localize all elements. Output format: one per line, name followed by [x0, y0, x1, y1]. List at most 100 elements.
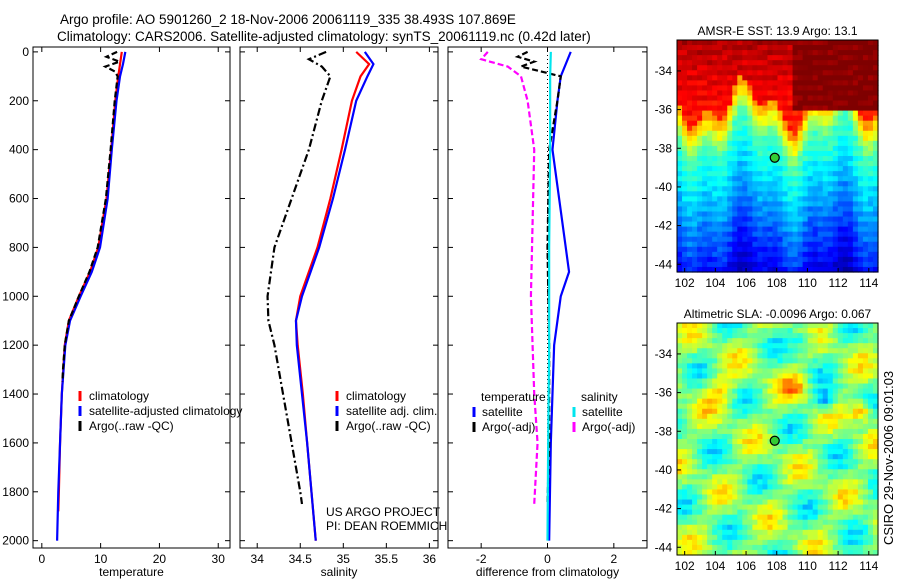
map-cell [872, 156, 879, 162]
map-cell [727, 80, 733, 86]
map-cell [687, 115, 693, 122]
map-cell [682, 95, 688, 102]
map-cell [782, 65, 789, 71]
map-cell [872, 45, 879, 51]
map-cell [812, 383, 819, 390]
map-cell [872, 201, 879, 208]
map-cell [757, 216, 764, 223]
map-cell [867, 181, 874, 187]
map-cell [757, 474, 764, 480]
map-cell [867, 40, 874, 46]
map-cell [677, 45, 683, 51]
map-cell [682, 60, 688, 66]
x-tick-label: 112 [829, 559, 848, 573]
map-cell [687, 80, 693, 86]
map-cell [727, 100, 733, 107]
map-cell [687, 494, 693, 501]
map-cell [737, 529, 743, 536]
map-cell [802, 206, 809, 213]
map-cell [777, 201, 784, 208]
map-cell [727, 388, 733, 395]
map-cell [722, 145, 728, 152]
map-cell [752, 524, 758, 531]
map-cell [842, 333, 849, 339]
map-cell [822, 343, 829, 349]
map-cell [802, 544, 809, 551]
map-cell [827, 236, 834, 243]
map-cell [857, 514, 864, 521]
map-cell [722, 494, 728, 501]
map-cell [807, 333, 814, 339]
map-cell [767, 444, 774, 450]
map-cell [722, 413, 728, 420]
map-cell [762, 211, 769, 218]
map-cell [682, 343, 688, 349]
map-cell [832, 150, 839, 157]
map-cell [872, 353, 879, 359]
map-cell [767, 474, 774, 480]
map-cell [742, 338, 748, 344]
map-cell [682, 100, 688, 107]
map-cell [772, 95, 779, 102]
map-cell [787, 358, 794, 364]
pi-label: PI: DEAN ROEMMICH [326, 519, 448, 533]
map-cell [762, 206, 769, 213]
map-cell [702, 444, 708, 450]
map-cell [772, 171, 779, 177]
map-cell [712, 388, 718, 395]
map-cell [862, 348, 869, 354]
map-cell [707, 524, 713, 531]
map-cell [802, 378, 809, 385]
map-cell [807, 338, 814, 344]
map-cell [727, 40, 733, 46]
map-cell [822, 358, 829, 364]
map-cell [677, 65, 683, 71]
map-cell [717, 418, 723, 425]
map-cell [802, 181, 809, 187]
map-cell [737, 251, 743, 258]
map-cell [722, 45, 728, 51]
map-cell [717, 231, 723, 238]
map-cell [792, 80, 799, 86]
map-cell [862, 156, 869, 162]
map-cell [867, 221, 874, 228]
map-cell [757, 439, 764, 445]
map-cell [757, 256, 764, 263]
map-cell [767, 251, 774, 258]
map-cell [747, 221, 753, 228]
map-cell [802, 428, 809, 435]
map-cell [712, 408, 718, 415]
map-cell [822, 529, 829, 536]
map-cell [817, 509, 824, 516]
map-cell [727, 110, 733, 117]
map-cell [847, 246, 854, 253]
map-cell [817, 135, 824, 142]
map-cell [782, 150, 789, 157]
map-cell [867, 408, 874, 415]
map-cell [852, 256, 859, 263]
map-cell [677, 464, 683, 470]
map-cell [792, 499, 799, 506]
map-cell [692, 236, 698, 243]
map-cell [832, 393, 839, 400]
map-cell [697, 85, 703, 92]
map-cell [702, 408, 708, 415]
map-cell [857, 348, 864, 354]
map-cell [737, 428, 743, 435]
map-cell [747, 439, 753, 445]
map-cell [867, 261, 874, 268]
map-cell [727, 323, 733, 329]
map-cell [767, 428, 774, 435]
map-cell [827, 358, 834, 364]
map-cell [862, 266, 869, 273]
map-cell [782, 221, 789, 228]
map-cell [687, 484, 693, 491]
map-cell [777, 55, 784, 61]
map-cell [772, 519, 779, 526]
map-cell [732, 444, 738, 450]
map-cell [722, 373, 728, 380]
map-cell [797, 534, 804, 541]
map-cell [807, 479, 814, 485]
map-cell [852, 408, 859, 415]
map-cell [742, 85, 748, 92]
